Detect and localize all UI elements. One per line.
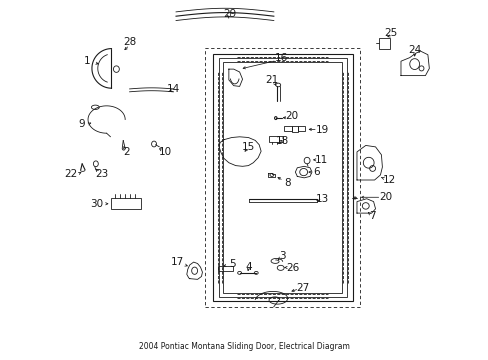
Text: 21: 21 — [264, 75, 278, 85]
Bar — [378, 38, 389, 49]
Bar — [298, 126, 305, 131]
Bar — [212, 54, 352, 301]
Text: 19: 19 — [315, 125, 329, 135]
Bar — [218, 266, 232, 271]
Text: 14: 14 — [166, 84, 180, 94]
Text: 13: 13 — [315, 194, 329, 204]
Text: 2: 2 — [122, 147, 129, 157]
Text: 25: 25 — [384, 28, 397, 39]
Text: 9: 9 — [79, 119, 85, 129]
Text: 8: 8 — [284, 178, 290, 188]
Text: 5: 5 — [229, 258, 236, 269]
Text: 2004 Pontiac Montana Sliding Door, Electrical Diagram: 2004 Pontiac Montana Sliding Door, Elect… — [139, 342, 349, 351]
Bar — [205, 48, 359, 307]
Bar — [268, 136, 282, 142]
Text: 4: 4 — [244, 262, 251, 272]
Text: 23: 23 — [95, 169, 108, 179]
Text: 17: 17 — [170, 257, 183, 267]
Bar — [111, 198, 141, 209]
Text: 26: 26 — [285, 263, 299, 273]
Text: 16: 16 — [274, 53, 288, 63]
Text: 12: 12 — [382, 175, 395, 185]
Text: 28: 28 — [122, 37, 136, 48]
Bar — [218, 58, 346, 297]
Text: 29: 29 — [223, 9, 236, 19]
Text: 24: 24 — [407, 45, 421, 55]
Text: 3: 3 — [279, 251, 285, 261]
Text: 10: 10 — [159, 147, 171, 157]
Text: 27: 27 — [296, 283, 309, 293]
Text: 20: 20 — [285, 111, 297, 121]
Text: 15: 15 — [241, 142, 255, 152]
Text: 6: 6 — [313, 167, 320, 177]
Text: 20: 20 — [378, 192, 391, 202]
Bar — [223, 62, 341, 293]
Text: 30: 30 — [90, 199, 103, 209]
Bar — [292, 126, 298, 132]
Text: 22: 22 — [64, 169, 78, 179]
Text: 7: 7 — [368, 211, 375, 221]
Text: 11: 11 — [314, 155, 328, 165]
Bar — [283, 126, 292, 131]
Text: 18: 18 — [275, 136, 289, 146]
Text: 1: 1 — [83, 56, 90, 66]
